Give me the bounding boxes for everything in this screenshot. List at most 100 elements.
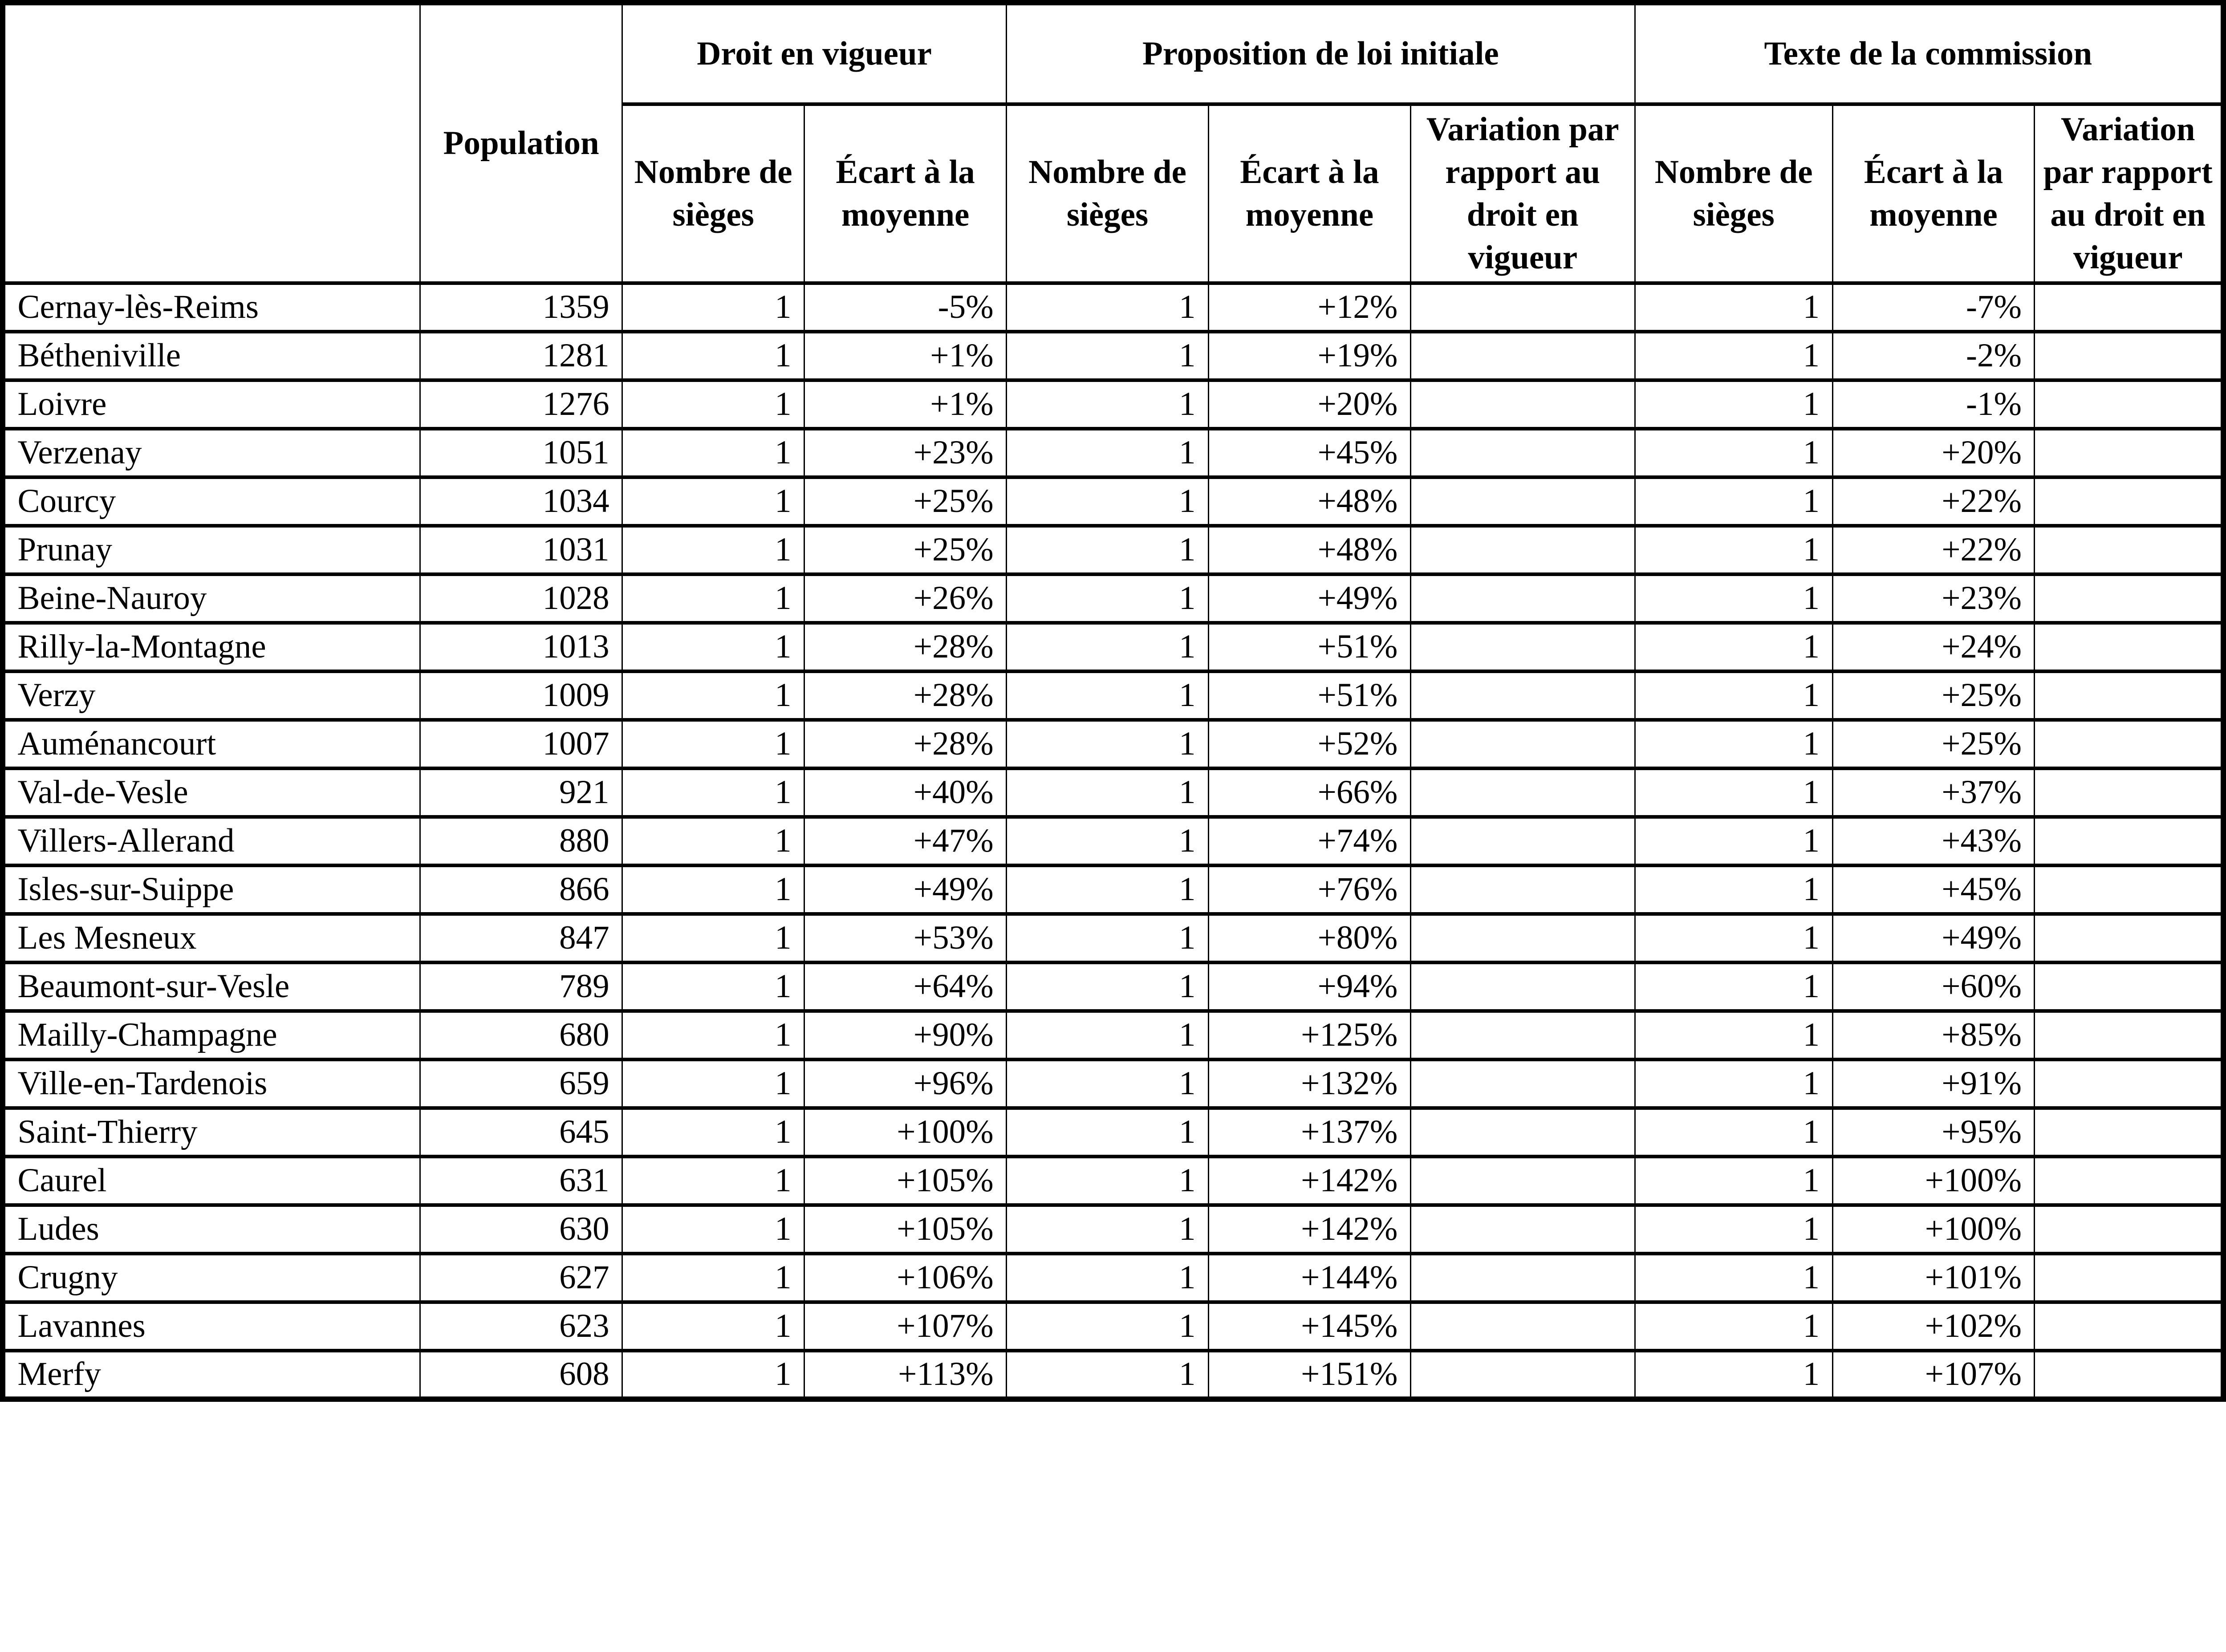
dv-ecart-cell: +64% xyxy=(804,960,1007,1013)
table-row: Beine-Nauroy 1028 1 +26% 1 +49% 1 +23% xyxy=(2,572,2224,625)
commune-cell: Caurel xyxy=(2,1154,421,1207)
dv-sieges-cell: 1 xyxy=(621,281,805,333)
pl-ecart-cell: +137% xyxy=(1207,1106,1411,1158)
tc-sieges-cell: 1 xyxy=(1634,1009,1833,1061)
pl-sieges-cell: 1 xyxy=(1006,960,1209,1013)
pl-sieges-cell: 1 xyxy=(1006,912,1209,964)
commune-cell: Ville-en-Tardenois xyxy=(2,1057,421,1110)
pl-variation-cell xyxy=(1410,815,1636,867)
commune-cell: Verzy xyxy=(2,669,421,722)
tc-variation-cell xyxy=(2034,1251,2224,1304)
tc-sieges-cell: 1 xyxy=(1634,1300,1833,1352)
pl-ecart-cell: +19% xyxy=(1207,329,1411,382)
dv-ecart-cell: +107% xyxy=(804,1300,1007,1352)
table-row: Isles-sur-Suippe 866 1 +49% 1 +76% 1 +45% xyxy=(2,863,2224,916)
table-row: Les Mesneux 847 1 +53% 1 +80% 1 +49% xyxy=(2,912,2224,964)
pl-variation-cell xyxy=(1410,426,1636,479)
pl-ecart-cell: +151% xyxy=(1207,1348,1411,1401)
pl-ecart-cell: +51% xyxy=(1207,621,1411,673)
dv-sieges-cell: 1 xyxy=(621,1300,805,1352)
population-cell: 847 xyxy=(419,912,623,964)
dv-sieges-cell: 1 xyxy=(621,718,805,770)
tc-sieges-cell: 1 xyxy=(1634,281,1833,333)
tc-ecart-cell: +43% xyxy=(1832,815,2035,867)
pl-ecart-cell: +142% xyxy=(1207,1154,1411,1207)
dv-ecart-cell: +28% xyxy=(804,621,1007,673)
tc-variation-cell xyxy=(2034,281,2224,333)
population-cell: 1281 xyxy=(419,329,623,382)
pl-sieges-cell: 1 xyxy=(1006,1009,1209,1061)
tc-variation-cell xyxy=(2034,912,2224,964)
dv-sieges-cell: 1 xyxy=(621,1009,805,1061)
commune-cell: Ludes xyxy=(2,1203,421,1255)
commune-cell: Verzenay xyxy=(2,426,421,479)
dv-ecart-cell: +49% xyxy=(804,863,1007,916)
col-header-pl-variation-droit: Variation par rapport au droit en vigueu… xyxy=(1410,102,1636,285)
tc-sieges-cell: 1 xyxy=(1634,621,1833,673)
tc-variation-cell xyxy=(2034,475,2224,528)
table-row: Beaumont-sur-Vesle 789 1 +64% 1 +94% 1 +60% xyxy=(2,960,2224,1013)
commune-cell: Isles-sur-Suippe xyxy=(2,863,421,916)
dv-ecart-cell: +28% xyxy=(804,718,1007,770)
pl-sieges-cell: 1 xyxy=(1006,1203,1209,1255)
table-row: Bétheniville 1281 1 +1% 1 +19% 1 -2% xyxy=(2,329,2224,382)
col-header-dv-ecart-moyenne: Écart à la moyenne xyxy=(804,102,1007,285)
table-row: Crugny 627 1 +106% 1 +144% 1 +101% xyxy=(2,1251,2224,1304)
pl-variation-cell xyxy=(1410,1154,1636,1207)
table-row: Ville-en-Tardenois 659 1 +96% 1 +132% 1 +91% xyxy=(2,1057,2224,1110)
tc-variation-cell xyxy=(2034,524,2224,576)
tc-sieges-cell: 1 xyxy=(1634,1106,1833,1158)
pl-sieges-cell: 1 xyxy=(1006,1154,1209,1207)
table-row: Verzy 1009 1 +28% 1 +51% 1 +25% xyxy=(2,669,2224,722)
pl-variation-cell xyxy=(1410,1009,1636,1061)
tc-ecart-cell: +22% xyxy=(1832,524,2035,576)
dv-ecart-cell: -5% xyxy=(804,281,1007,333)
population-cell: 1051 xyxy=(419,426,623,479)
dv-ecart-cell: +1% xyxy=(804,329,1007,382)
pl-ecart-cell: +145% xyxy=(1207,1300,1411,1352)
tc-ecart-cell: +100% xyxy=(1832,1203,2035,1255)
dv-sieges-cell: 1 xyxy=(621,475,805,528)
tc-variation-cell xyxy=(2034,572,2224,625)
pl-variation-cell xyxy=(1410,572,1636,625)
dv-ecart-cell: +47% xyxy=(804,815,1007,867)
tc-variation-cell xyxy=(2034,960,2224,1013)
pl-variation-cell xyxy=(1410,912,1636,964)
tc-ecart-cell: +24% xyxy=(1832,621,2035,673)
pl-variation-cell xyxy=(1410,475,1636,528)
pl-sieges-cell: 1 xyxy=(1006,281,1209,333)
population-cell: 1028 xyxy=(419,572,623,625)
tc-sieges-cell: 1 xyxy=(1634,378,1833,430)
tc-variation-cell xyxy=(2034,863,2224,916)
tc-variation-cell xyxy=(2034,329,2224,382)
population-cell: 627 xyxy=(419,1251,623,1304)
dv-ecart-cell: +113% xyxy=(804,1348,1007,1401)
col-header-pl-nombre-sieges: Nombre de sièges xyxy=(1006,102,1209,285)
tc-sieges-cell: 1 xyxy=(1634,669,1833,722)
pl-ecart-cell: +132% xyxy=(1207,1057,1411,1110)
tc-sieges-cell: 1 xyxy=(1634,426,1833,479)
dv-sieges-cell: 1 xyxy=(621,524,805,576)
table-row: Ludes 630 1 +105% 1 +142% 1 +100% xyxy=(2,1203,2224,1255)
population-cell: 1034 xyxy=(419,475,623,528)
dv-ecart-cell: +53% xyxy=(804,912,1007,964)
dv-ecart-cell: +25% xyxy=(804,524,1007,576)
pl-ecart-cell: +144% xyxy=(1207,1251,1411,1304)
tc-sieges-cell: 1 xyxy=(1634,1203,1833,1255)
dv-ecart-cell: +106% xyxy=(804,1251,1007,1304)
tc-sieges-cell: 1 xyxy=(1634,572,1833,625)
commune-cell: Beaumont-sur-Vesle xyxy=(2,960,421,1013)
pl-ecart-cell: +48% xyxy=(1207,524,1411,576)
header-group-row: Population Droit en vigueur Proposition … xyxy=(2,1,2224,285)
tc-ecart-cell: +101% xyxy=(1832,1251,2035,1304)
pl-sieges-cell: 1 xyxy=(1006,766,1209,819)
pl-ecart-cell: +20% xyxy=(1207,378,1411,430)
table-row: Val-de-Vesle 921 1 +40% 1 +66% 1 +37% xyxy=(2,766,2224,819)
pl-ecart-cell: +74% xyxy=(1207,815,1411,867)
dv-sieges-cell: 1 xyxy=(621,815,805,867)
table-row: Saint-Thierry 645 1 +100% 1 +137% 1 +95% xyxy=(2,1106,2224,1158)
group-header-proposition-loi-initiale: Proposition de loi initiale xyxy=(1006,1,1636,106)
commune-cell: Mailly-Champagne xyxy=(2,1009,421,1061)
pl-sieges-cell: 1 xyxy=(1006,475,1209,528)
col-header-population: Population xyxy=(419,1,623,285)
